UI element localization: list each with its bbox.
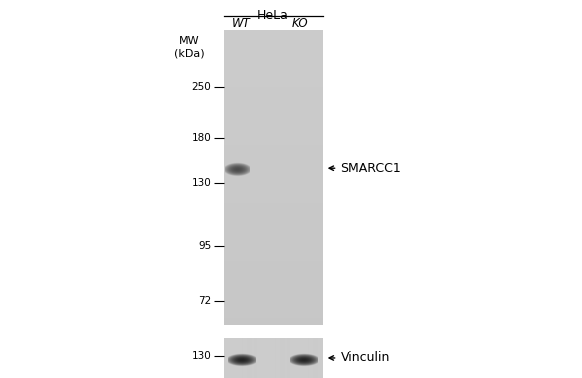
Text: 95: 95: [198, 241, 211, 251]
Text: MW
(kDa): MW (kDa): [174, 36, 204, 58]
Text: KO: KO: [292, 17, 308, 29]
Text: 72: 72: [198, 296, 211, 305]
Text: WT: WT: [232, 17, 251, 29]
Text: SMARCC1: SMARCC1: [340, 162, 401, 175]
Text: Vinculin: Vinculin: [340, 352, 390, 364]
Text: 180: 180: [191, 133, 211, 143]
Text: HeLa: HeLa: [257, 9, 288, 22]
Text: 130: 130: [191, 352, 211, 361]
Text: 250: 250: [191, 82, 211, 92]
Text: 130: 130: [191, 178, 211, 188]
